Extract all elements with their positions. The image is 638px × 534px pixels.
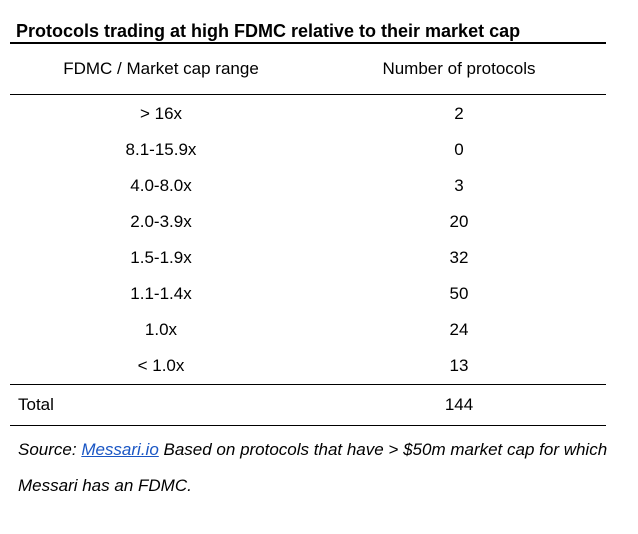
count-cell: 0	[454, 140, 464, 159]
range-cell: 1.0x	[144, 320, 178, 339]
count-cell: 32	[449, 248, 469, 267]
range-cell: > 16x	[139, 104, 183, 123]
range-cell: 8.1-15.9x	[125, 140, 197, 159]
total-bottom-rule	[10, 425, 606, 426]
table-title: Protocols trading at high FDMC relative …	[16, 21, 521, 41]
range-cell: 2.0-3.9x	[130, 212, 192, 231]
total-count: 144	[444, 395, 474, 414]
count-cell: 20	[449, 212, 469, 231]
table-figure: Protocols trading at high FDMC relative …	[10, 10, 608, 504]
table-row: 2.0-3.9x 20	[10, 204, 606, 240]
count-cell: 2	[454, 104, 464, 123]
table-row: 4.0-8.0x 3	[10, 168, 606, 204]
range-cell: 1.5-1.9x	[130, 248, 192, 267]
table-row: 1.0x 24	[10, 312, 606, 348]
total-label: Total	[18, 395, 54, 414]
source-footnote: Source: Messari.io Based on protocols th…	[10, 426, 608, 504]
table-row: 1.5-1.9x 32	[10, 240, 606, 276]
table-row: 8.1-15.9x 0	[10, 132, 606, 168]
footnote-prefix: Source:	[18, 440, 82, 459]
count-cell: 50	[449, 284, 469, 303]
table-row: > 16x 2	[10, 96, 606, 132]
header-rule	[10, 94, 606, 95]
header-count: Number of protocols	[382, 59, 536, 78]
header-range: FDMC / Market cap range	[63, 59, 259, 78]
table-header-row: FDMC / Market cap range Number of protoc…	[10, 44, 606, 94]
count-cell: 13	[449, 356, 469, 375]
range-cell: < 1.0x	[137, 356, 185, 375]
title-rule	[10, 42, 606, 44]
messari-link[interactable]: Messari.io	[81, 440, 159, 459]
footnote-text: Based on protocols that have > $50m mark…	[18, 440, 608, 495]
range-cell: 1.1-1.4x	[130, 284, 192, 303]
total-row: Total 144	[10, 385, 606, 425]
count-cell: 3	[454, 176, 464, 195]
table-row: < 1.0x 13	[10, 348, 606, 384]
table-body: > 16x 2 8.1-15.9x 0 4.0-8.0x 3 2.0-3.9x …	[10, 95, 606, 384]
range-cell: 4.0-8.0x	[130, 176, 192, 195]
table-row: 1.1-1.4x 50	[10, 276, 606, 312]
total-top-rule	[10, 384, 606, 385]
count-cell: 24	[449, 320, 469, 339]
